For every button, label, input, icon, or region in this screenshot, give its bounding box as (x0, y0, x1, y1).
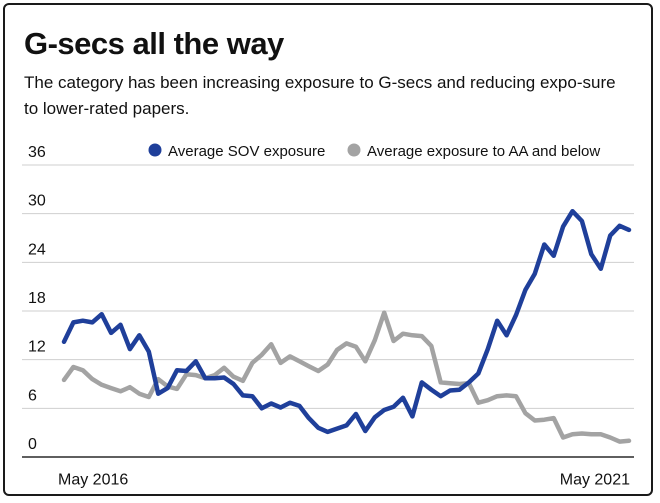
y-tick-label: 6 (28, 387, 37, 404)
y-tick-label: 24 (28, 241, 46, 258)
y-tick-label: 0 (28, 436, 37, 453)
y-tick-label: 36 (28, 144, 46, 161)
series-line-sov (61, 208, 632, 435)
chart-subtitle: The category has been increasing exposur… (24, 73, 616, 118)
y-tick-label: 18 (28, 290, 46, 307)
y-tick-label: 30 (28, 193, 46, 210)
y-tick-label: 12 (28, 339, 46, 356)
gridlines (22, 164, 634, 458)
legend-marker-sov (148, 143, 162, 157)
series-lines (61, 208, 632, 444)
y-axis-tick-labels: 0 6 12 18 24 30 36 (28, 144, 46, 453)
legend-label-sov: Average SOV exposure (168, 143, 325, 160)
x-axis-labels: May 2016 May 2021 (58, 471, 630, 488)
chart-title: G-secs all the way (24, 26, 284, 61)
legend-marker-aa (347, 143, 361, 157)
series-line-aa-and-below (61, 310, 632, 444)
legend: Average SOV exposure Average exposure to… (148, 143, 600, 160)
x-axis-start-label: May 2016 (58, 471, 128, 488)
legend-label-aa: Average exposure to AA and below (367, 143, 600, 160)
x-axis-end-label: May 2021 (560, 471, 630, 488)
